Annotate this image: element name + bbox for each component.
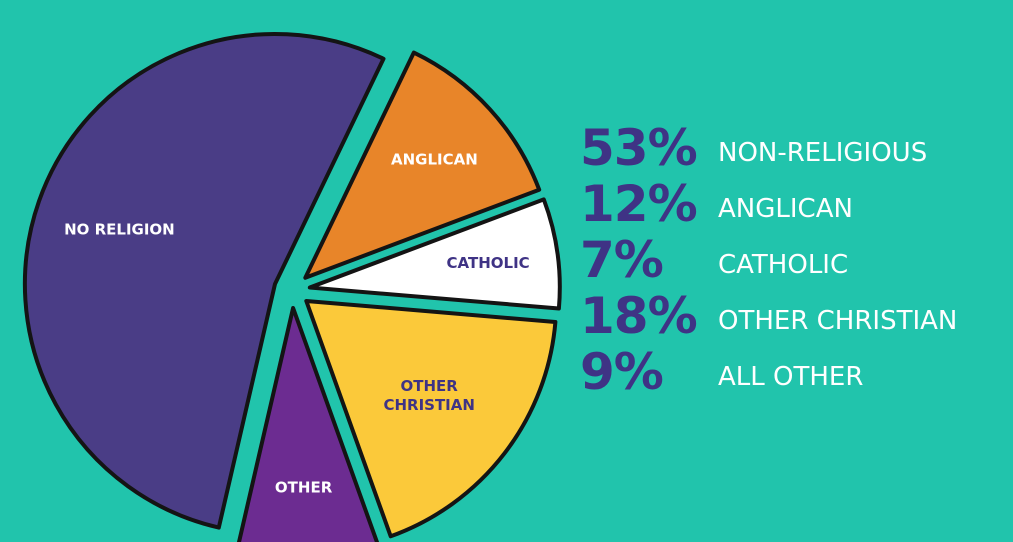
legend-percent: 12% bbox=[580, 175, 698, 233]
legend-label: ANGLICAN bbox=[718, 194, 853, 224]
legend-row-catholic: 7% CATHOLIC bbox=[580, 230, 1010, 286]
legend-percent: 9% bbox=[580, 343, 664, 401]
legend-row-all-other: 9% ALL OTHER bbox=[580, 342, 1010, 398]
slice-label-other: OTHER bbox=[275, 479, 333, 497]
legend-label: OTHER CHRISTIAN bbox=[718, 306, 958, 336]
pie-slice-no-religion bbox=[22, 32, 386, 530]
legend-row-non-religious: 53% NON-RELIGIOUS bbox=[580, 118, 1010, 174]
pie-slice-labels: NO RELIGION ANGLICAN CATHOLIC OTHER CHRISTIA… bbox=[64, 151, 530, 497]
legend-percent: 7% bbox=[580, 231, 664, 289]
pie-slice-other bbox=[236, 306, 380, 542]
pie-slice-catholic bbox=[307, 197, 562, 311]
legend-label: CATHOLIC bbox=[718, 250, 849, 280]
legend-label: ALL OTHER bbox=[718, 362, 864, 392]
slice-label-anglican: ANGLICAN bbox=[391, 151, 478, 169]
legend: 53% NON-RELIGIOUS 12% ANGLICAN 7% CATHOL… bbox=[580, 118, 1010, 398]
legend-percent: 18% bbox=[580, 287, 698, 345]
slice-label-catholic: CATHOLIC bbox=[447, 254, 530, 272]
pie-slices bbox=[22, 32, 562, 542]
pie-slice-other-christian bbox=[304, 299, 558, 539]
slice-label-other-christian: OTHER CHRISTIAN bbox=[383, 377, 474, 414]
legend-percent: 53% bbox=[580, 119, 698, 177]
legend-row-anglican: 12% ANGLICAN bbox=[580, 174, 1010, 230]
pie-slice-anglican bbox=[303, 50, 542, 280]
slice-label-no-religion: NO RELIGION bbox=[64, 220, 175, 238]
legend-label: NON-RELIGIOUS bbox=[718, 138, 928, 168]
legend-row-other-christian: 18% OTHER CHRISTIAN bbox=[580, 286, 1010, 342]
